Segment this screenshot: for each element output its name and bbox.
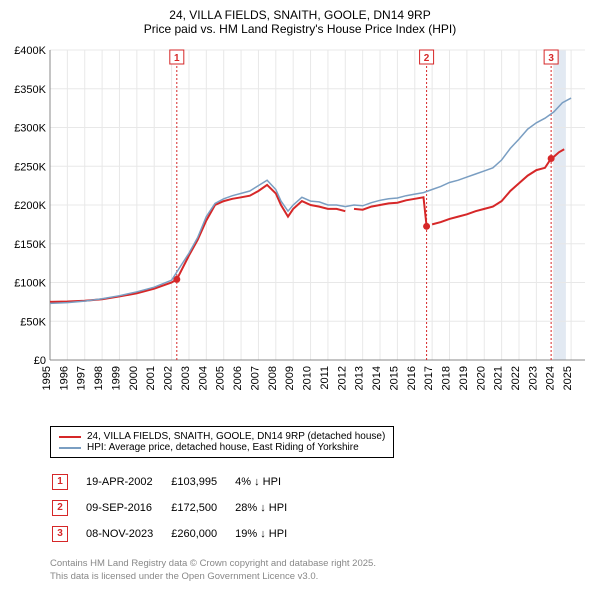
chart: £0 £50K £100K £150K £200K £250K £300K £350K £400…: [10, 40, 595, 420]
legend-label: HPI: Average price, detached house, East…: [87, 442, 359, 453]
legend-swatch: [59, 447, 81, 449]
y-tick-label: £150K: [14, 239, 46, 251]
x-tick-label: 1998: [93, 366, 105, 390]
x-tick-label: 2014: [371, 366, 383, 390]
x-tick-label: 2023: [527, 366, 539, 390]
event-row-date: 08-NOV-2023: [86, 522, 169, 546]
x-tick-label: 2009: [284, 366, 296, 390]
event-marker-number: 3: [548, 53, 554, 64]
y-tick-label: £200K: [14, 200, 46, 212]
data-point-dot: [423, 223, 430, 230]
legend-swatch: [59, 436, 81, 438]
event-row-badge: 2: [52, 500, 68, 516]
y-tick-label: £300K: [14, 123, 46, 135]
x-tick-label: 2013: [354, 366, 366, 390]
y-tick-label: £50K: [20, 316, 46, 328]
events-table: 1 19-APR-2002£103,9954% ↓ HPI 2 09-SEP-2016…: [50, 468, 305, 548]
series-price_paid: [50, 149, 564, 302]
y-tick-label: £400K: [14, 45, 46, 57]
legend: 24, VILLA FIELDS, SNAITH, GOOLE, DN14 9R…: [50, 426, 394, 458]
event-row-price: £103,995: [171, 470, 233, 494]
event-marker-number: 2: [424, 53, 430, 64]
legend-item: HPI: Average price, detached house, East…: [59, 442, 385, 453]
event-row: 3 08-NOV-2023£260,00019% ↓ HPI: [52, 522, 303, 546]
event-row-price: £260,000: [171, 522, 233, 546]
data-point-dot: [548, 155, 555, 162]
event-row-delta: 4% ↓ HPI: [235, 470, 303, 494]
y-tick-label: £250K: [14, 161, 46, 173]
event-row-num: 3: [52, 522, 84, 546]
y-tick-label: £100K: [14, 278, 46, 290]
x-tick-label: 2010: [302, 366, 314, 390]
x-tick-label: 2024: [545, 366, 557, 390]
event-row-badge: 1: [52, 474, 68, 490]
event-row-num: 1: [52, 470, 84, 494]
event-row-delta: 28% ↓ HPI: [235, 496, 303, 520]
x-tick-label: 2022: [510, 366, 522, 390]
event-row-badge: 3: [52, 526, 68, 542]
x-tick-label: 2001: [145, 366, 157, 390]
x-tick-label: 2015: [388, 366, 400, 390]
x-tick-label: 2006: [232, 366, 244, 390]
title-line1: 24, VILLA FIELDS, SNAITH, GOOLE, DN14 9R…: [0, 8, 600, 22]
x-tick-label: 2000: [128, 366, 140, 390]
x-tick-label: 2021: [493, 366, 505, 390]
x-tick-label: 2020: [475, 366, 487, 390]
event-row-date: 19-APR-2002: [86, 470, 169, 494]
x-tick-label: 2019: [458, 366, 470, 390]
x-tick-label: 1995: [41, 366, 53, 390]
title-line2: Price paid vs. HM Land Registry's House …: [0, 22, 600, 36]
y-tick-label: £350K: [14, 84, 46, 96]
x-tick-label: 1999: [110, 366, 122, 390]
event-row: 1 19-APR-2002£103,9954% ↓ HPI: [52, 470, 303, 494]
legend-label: 24, VILLA FIELDS, SNAITH, GOOLE, DN14 9R…: [87, 431, 385, 442]
x-tick-label: 2002: [163, 366, 175, 390]
event-marker-number: 1: [174, 53, 180, 64]
event-row-price: £172,500: [171, 496, 233, 520]
x-tick-label: 1996: [58, 366, 70, 390]
x-tick-label: 2012: [336, 366, 348, 390]
event-row-date: 09-SEP-2016: [86, 496, 169, 520]
event-row: 2 09-SEP-2016£172,50028% ↓ HPI: [52, 496, 303, 520]
x-tick-label: 2007: [249, 366, 261, 390]
chart-title: 24, VILLA FIELDS, SNAITH, GOOLE, DN14 9R…: [0, 0, 600, 40]
x-tick-label: 2003: [180, 366, 192, 390]
x-tick-label: 1997: [76, 366, 88, 390]
event-row-num: 2: [52, 496, 84, 520]
attrib-line2: This data is licensed under the Open Gov…: [50, 571, 600, 584]
x-tick-label: 2011: [319, 366, 331, 390]
x-tick-label: 2025: [562, 366, 574, 390]
x-tick-label: 2004: [197, 366, 209, 390]
attrib-line1: Contains HM Land Registry data © Crown c…: [50, 558, 600, 571]
event-row-delta: 19% ↓ HPI: [235, 522, 303, 546]
x-tick-label: 2008: [267, 366, 279, 390]
x-tick-label: 2005: [215, 366, 227, 390]
attribution: Contains HM Land Registry data © Crown c…: [50, 558, 600, 584]
x-tick-label: 2016: [406, 366, 418, 390]
y-tick-label: £0: [34, 355, 46, 367]
x-tick-label: 2018: [441, 366, 453, 390]
legend-item: 24, VILLA FIELDS, SNAITH, GOOLE, DN14 9R…: [59, 431, 385, 442]
x-tick-label: 2017: [423, 366, 435, 390]
